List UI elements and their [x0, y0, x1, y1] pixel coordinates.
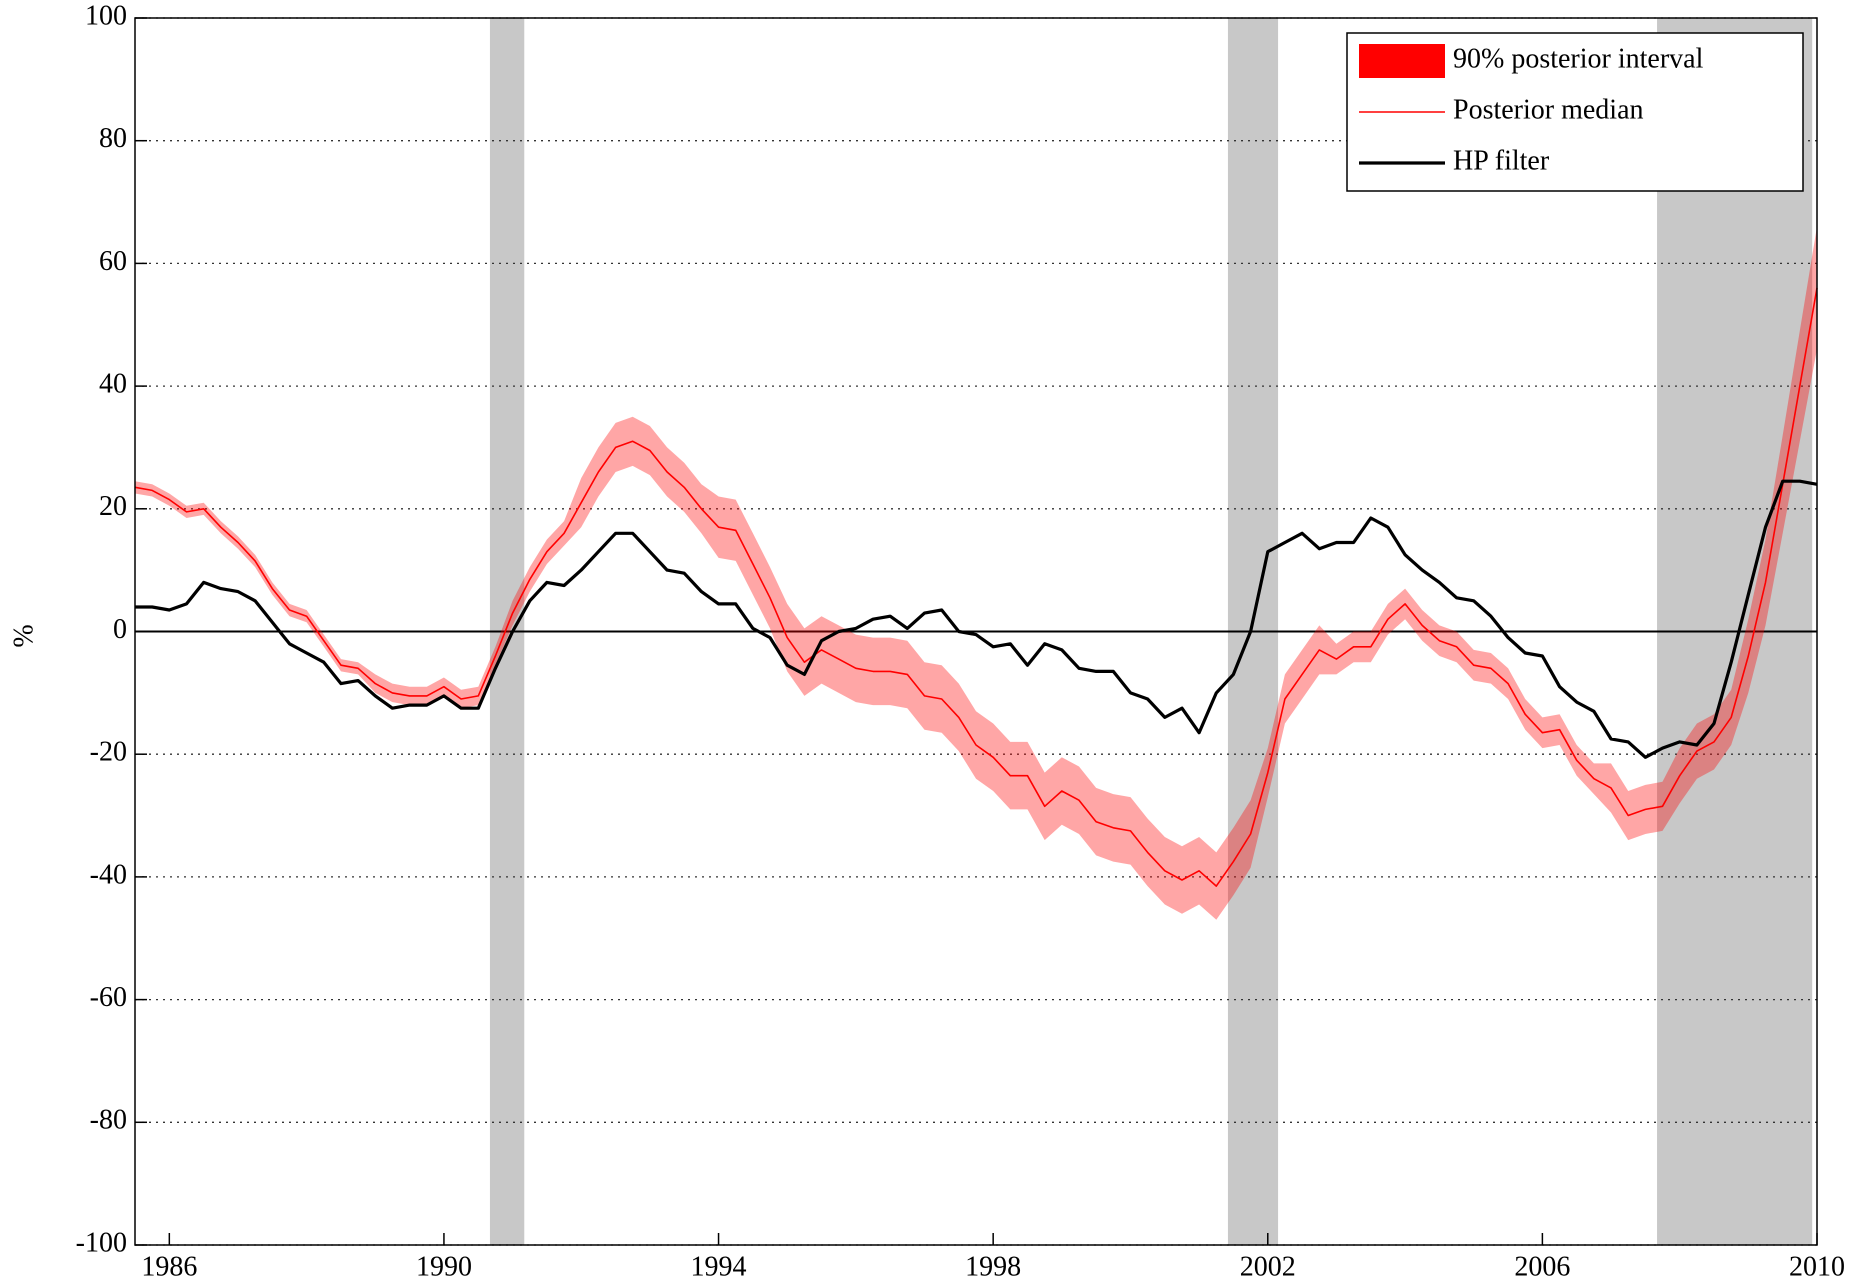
y-tick-label: -100 [76, 1227, 127, 1258]
x-tick-label: 2010 [1789, 1251, 1845, 1282]
y-tick-label: -60 [90, 982, 127, 1013]
y-tick-label: 0 [113, 614, 127, 645]
y-tick-label: 60 [99, 246, 127, 277]
interval-band [135, 226, 1817, 920]
y-tick-label: 40 [99, 369, 127, 400]
x-tick-label: 2006 [1514, 1251, 1570, 1282]
x-tick-label: 1994 [691, 1251, 747, 1282]
x-tick-label: 1986 [141, 1251, 197, 1282]
y-tick-label: -40 [90, 859, 127, 890]
series-line [134, 287, 1818, 887]
plot-frame [134, 17, 1818, 1246]
y-axis-label: % [8, 624, 39, 647]
legend-label: Posterior median [1453, 94, 1644, 125]
y-tick-label: 80 [99, 123, 127, 154]
x-tick-label: 1998 [965, 1251, 1021, 1282]
legend-label: 90% posterior interval [1453, 43, 1704, 74]
series-line [135, 479, 1818, 759]
y-tick-label: -80 [90, 1105, 127, 1136]
legend-label: HP filter [1453, 145, 1550, 176]
y-tick-label: -20 [90, 737, 127, 768]
y-tick-label: 100 [85, 0, 127, 31]
legend-swatch [1359, 44, 1445, 78]
y-tick-label: 20 [99, 491, 127, 522]
x-tick-label: 2002 [1240, 1251, 1296, 1282]
x-tick-label: 1990 [416, 1251, 472, 1282]
